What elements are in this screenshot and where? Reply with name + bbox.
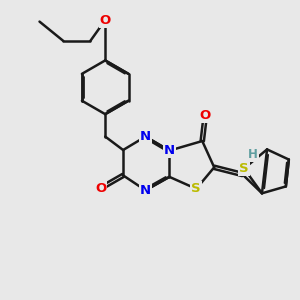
Text: H: H xyxy=(248,148,258,161)
Text: O: O xyxy=(100,14,111,27)
Text: S: S xyxy=(191,182,201,195)
Text: S: S xyxy=(239,162,249,175)
Text: N: N xyxy=(140,130,151,143)
Text: O: O xyxy=(200,109,211,122)
Text: N: N xyxy=(140,184,151,197)
Text: N: N xyxy=(164,144,175,157)
Text: O: O xyxy=(95,182,106,195)
